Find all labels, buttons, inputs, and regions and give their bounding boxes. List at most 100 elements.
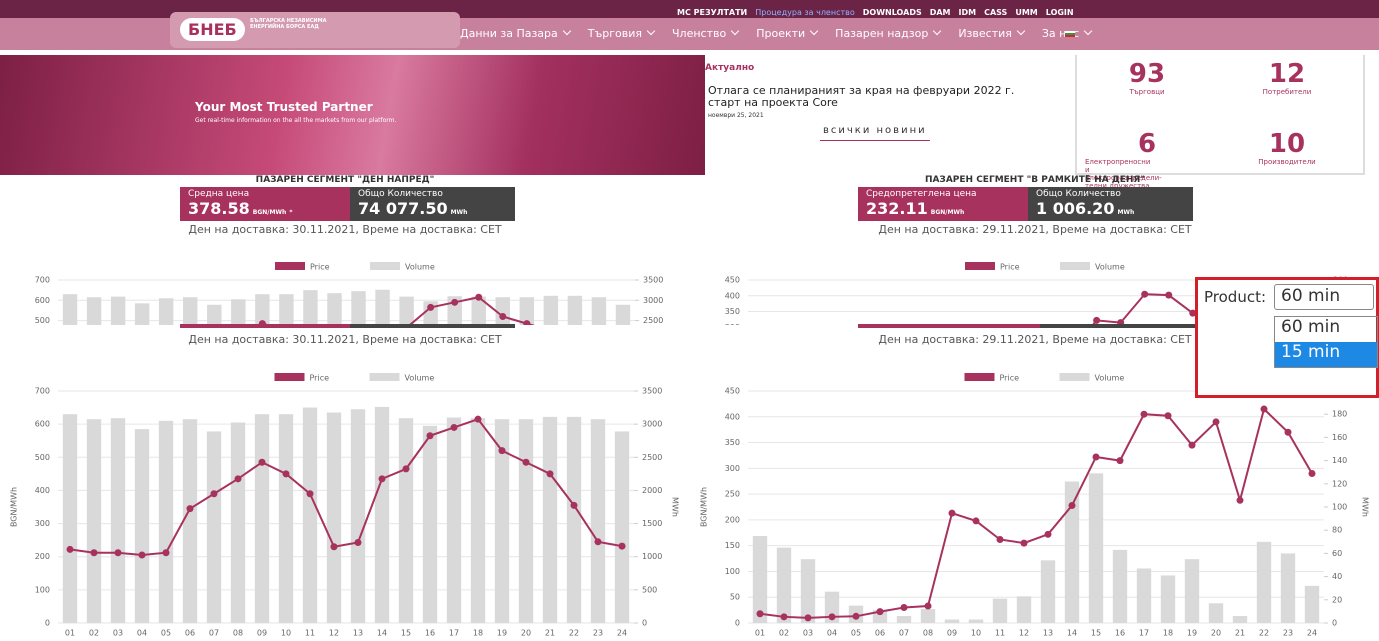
- volume-bar: [303, 290, 317, 325]
- y-tick-label: 200: [725, 515, 740, 524]
- price-point: [163, 549, 170, 556]
- y-tick-label: 350: [725, 438, 740, 447]
- volume-bar: [375, 290, 389, 325]
- price-point: [973, 517, 980, 524]
- y2-tick-label: 1500: [642, 519, 662, 528]
- x-tick-label: 01: [755, 629, 765, 638]
- volume-bar: [351, 409, 365, 623]
- dropdown-option[interactable]: 15 min: [1275, 342, 1377, 367]
- volume-bar: [159, 421, 173, 623]
- volume-bar: [993, 599, 1007, 623]
- volume-bar: [279, 294, 293, 325]
- news-headline[interactable]: Отлага се планираният за края на февруар…: [708, 85, 1048, 109]
- x-tick-label: 17: [1139, 629, 1149, 638]
- x-tick-label: 03: [113, 629, 123, 638]
- volume-bar: [496, 297, 510, 325]
- price-point: [91, 549, 98, 556]
- price-point: [403, 465, 410, 472]
- y2-tick-label: 160: [1332, 433, 1347, 442]
- dropdown-option[interactable]: 60 min: [1275, 317, 1377, 342]
- nav-item[interactable]: Пазарен надзор: [835, 18, 940, 50]
- top-link[interactable]: DOWNLOADS: [863, 8, 922, 17]
- x-tick-label: 04: [137, 629, 147, 638]
- x-tick-label: 02: [779, 629, 789, 638]
- price-point: [1261, 406, 1268, 413]
- price-unit: BGN/MWh: [253, 209, 287, 216]
- top-link[interactable]: IDM: [959, 8, 977, 17]
- top-link[interactable]: CASS: [984, 8, 1007, 17]
- volume-bar: [615, 431, 629, 623]
- x-tick-label: 15: [401, 629, 411, 638]
- x-tick-label: 19: [497, 629, 507, 638]
- volume-bar: [63, 294, 77, 325]
- nav-item[interactable]: Членство: [672, 18, 738, 50]
- price-point: [1093, 453, 1100, 460]
- divider: [350, 324, 515, 328]
- price-point: [877, 608, 884, 615]
- dropdown-selected: 60 min: [1281, 286, 1340, 306]
- delivery-info: Ден на доставка: 30.11.2021, Време на до…: [0, 223, 690, 236]
- mini-chart: PriceVolume01002003004005006007000500100…: [0, 240, 690, 325]
- x-tick-label: 13: [353, 629, 363, 638]
- divider: [858, 324, 1040, 328]
- x-tick-label: 06: [185, 629, 195, 638]
- price-point: [283, 470, 290, 477]
- x-tick-label: 09: [257, 629, 267, 638]
- volume-bar: [279, 414, 293, 623]
- page-body: МС РЕЗУЛТАТИ Процедура за членство DOWNLOA…: [0, 0, 1379, 641]
- y-tick-label: 450: [725, 276, 740, 285]
- volume-bar: [897, 616, 911, 623]
- price-point: [499, 447, 506, 454]
- dropdown-select[interactable]: 60 min: [1274, 284, 1374, 310]
- volume-bar: [327, 293, 341, 325]
- top-link[interactable]: UMM: [1015, 8, 1037, 17]
- volume-bar: [1281, 553, 1295, 623]
- y-tick-label: 150: [725, 541, 740, 550]
- legend-swatch: [370, 262, 400, 270]
- volume-bar: [135, 303, 149, 325]
- y-tick-label: 300: [725, 323, 740, 325]
- delivery-info: Ден на доставка: 30.11.2021, Време на до…: [0, 333, 690, 346]
- volume-bar: [543, 417, 557, 623]
- divider: [1040, 324, 1215, 328]
- y2-tick-label: 0: [1332, 619, 1337, 628]
- nav-item[interactable]: Данни за Пазара: [460, 18, 570, 50]
- y-axis-label: BGN/MWh: [10, 487, 19, 527]
- legend-swatch: [1060, 373, 1090, 381]
- x-tick-label: 08: [923, 629, 933, 638]
- price-point: [1165, 292, 1172, 299]
- price-point: [1189, 442, 1196, 449]
- volume-bar: [207, 431, 221, 623]
- price-point: [805, 614, 812, 621]
- news-date: ноември 25, 2021: [708, 112, 764, 119]
- price-point: [853, 613, 860, 620]
- volume-bar: [1305, 586, 1319, 623]
- x-tick-label: 03: [803, 629, 813, 638]
- volume-bar: [1161, 575, 1175, 623]
- nav-item[interactable]: Проекти: [756, 18, 817, 50]
- price-point: [1093, 317, 1100, 324]
- stat-value: 12: [1217, 60, 1357, 88]
- volume-bar: [801, 559, 815, 623]
- nav-item[interactable]: Търговия: [588, 18, 654, 50]
- legend-label: Price: [310, 263, 330, 272]
- top-link[interactable]: МС РЕЗУЛТАТИ: [677, 8, 747, 17]
- logo-abbr: БНЕБ: [180, 18, 245, 41]
- hero-title: Your Most Trusted Partner: [195, 100, 373, 114]
- price-point: [331, 543, 338, 550]
- volume-bar: [399, 418, 413, 623]
- x-tick-label: 17: [449, 629, 459, 638]
- top-link[interactable]: LOGIN: [1046, 8, 1074, 17]
- volume-bar: [753, 536, 767, 623]
- all-news-link[interactable]: всички новини: [820, 125, 930, 141]
- news: Актуално Отлага се планираният за края н…: [705, 55, 1065, 175]
- logo[interactable]: БНЕБ БЪЛГАРСКА НЕЗАВИСИМА ЕНЕРГИЙНА БОРС…: [170, 12, 460, 48]
- nav-item[interactable]: Известия: [958, 18, 1024, 50]
- y-tick-label: 200: [35, 552, 50, 561]
- flag[interactable]: [1065, 31, 1075, 37]
- top-link[interactable]: Процедура за членство: [755, 8, 855, 17]
- price-point: [379, 475, 386, 482]
- news-heading: Актуално: [705, 63, 754, 73]
- y-tick-label: 500: [35, 316, 50, 325]
- top-link[interactable]: DAM: [930, 8, 951, 17]
